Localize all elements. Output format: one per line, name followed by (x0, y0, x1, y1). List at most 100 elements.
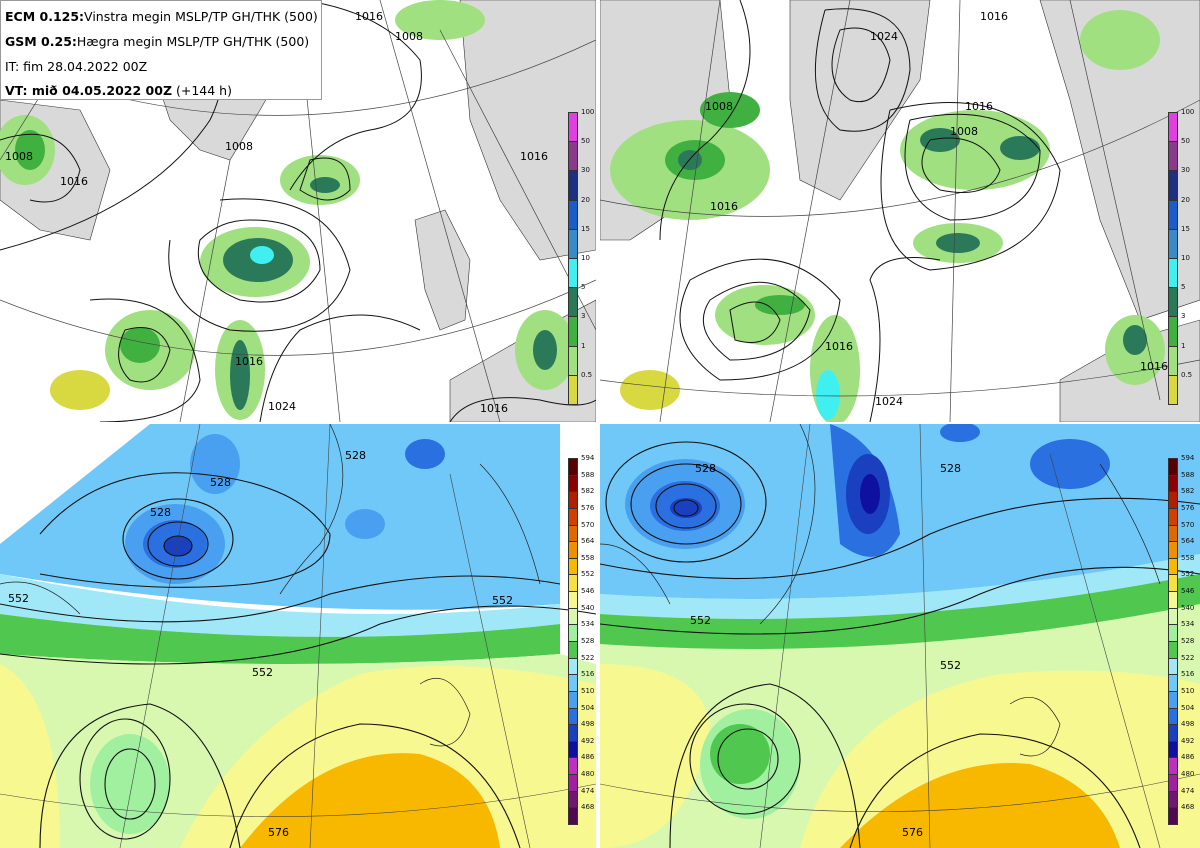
colorbar-swatch (1168, 807, 1178, 825)
colorbar-label: 588 (581, 470, 595, 479)
colorbar-label: 552 (1181, 570, 1195, 579)
precip-colorbar-right: 100 50 30 20 15 10 5 3 1 0.5 (1168, 108, 1200, 405)
height-label: 528 (150, 506, 171, 519)
colorbar-label: 582 (1181, 487, 1195, 496)
height-label: 528 (940, 462, 961, 475)
isobar-label: 1008 (705, 100, 733, 113)
colorbar-label: 492 (1181, 736, 1195, 745)
colorbar-swatch (568, 790, 578, 809)
height-label: 576 (268, 826, 289, 839)
colorbar-label: 30 (581, 166, 590, 175)
colorbar-swatch (1168, 541, 1178, 559)
isobar-label: 1008 (395, 30, 423, 43)
isobar-label: 1024 (268, 400, 296, 413)
coastlines (600, 424, 1161, 757)
colorbar-swatch (568, 287, 578, 318)
colorbar-swatch (568, 374, 578, 405)
colorbar-swatch (1168, 557, 1178, 576)
colorbar-label: 558 (1181, 553, 1195, 562)
colorbar-swatch (568, 740, 578, 759)
colorbar-swatch (568, 657, 578, 676)
isobar-label: 1016 (980, 10, 1008, 23)
colorbar-swatch (568, 707, 578, 726)
colorbar-swatch (1168, 757, 1178, 776)
isobars (659, 0, 1061, 422)
colorbar-swatch (1168, 707, 1178, 726)
colorbar-label: 468 (581, 803, 595, 812)
colorbar-swatch (1168, 491, 1178, 509)
colorbar-swatch (568, 474, 578, 493)
colorbar-swatch (568, 491, 578, 509)
isobar-label: 1024 (870, 30, 898, 43)
colorbar-label: 576 (581, 503, 595, 512)
info-line-it: IT: fim 28.04.2022 00Z (5, 59, 148, 74)
colorbar-swatch (1168, 316, 1178, 347)
colorbar-label: 15 (581, 224, 590, 233)
info-line-vt: VT: mið 04.05.2022 00Z (+144 h) (5, 83, 232, 98)
colorbar-label: 20 (1181, 195, 1190, 204)
colorbar-swatch (1168, 657, 1178, 676)
colorbar-swatch (1168, 170, 1178, 201)
height-label: 552 (940, 659, 961, 672)
isobar-label: 1008 (5, 150, 33, 163)
colorbar-swatch (568, 170, 578, 201)
colorbar-label: 522 (581, 653, 595, 662)
precip-areas (610, 10, 1165, 422)
colorbar-swatch (568, 807, 578, 825)
colorbar-swatch (1168, 287, 1178, 318)
height-contours (0, 472, 596, 848)
colorbar-label: 474 (581, 786, 595, 795)
colorbar-swatch (568, 607, 578, 626)
colorbar-label: 1 (581, 341, 586, 350)
colorbar-label: 504 (581, 703, 595, 712)
colorbar-label: 100 (1181, 108, 1195, 116)
colorbar-swatch (1168, 574, 1178, 593)
colorbar-label: 0.5 (581, 370, 593, 379)
colorbar-swatch (1168, 740, 1178, 759)
colorbar-swatch (1168, 141, 1178, 172)
colorbar-label: 1 (1181, 341, 1186, 350)
colorbar-label: 468 (1181, 803, 1195, 812)
colorbar-label: 10 (1181, 254, 1190, 262)
thickness-colorbar-right: 594 588 582 576 570 564 558 552 546 540 534 528 522 5… (1168, 455, 1200, 825)
colorbar-label: 30 (1181, 166, 1190, 175)
colorbar-swatch (568, 724, 578, 742)
colorbar-label: 20 (581, 195, 590, 204)
colorbar-swatch (568, 458, 578, 476)
height-label: 552 (492, 594, 513, 607)
colorbar-label: 0.5 (1181, 370, 1193, 379)
info-line-ecm: ECM 0.125:Vinstra megin MSLP/TP GH/THK (… (5, 9, 318, 24)
colorbar-swatch (568, 345, 578, 376)
colorbar-swatch (1168, 258, 1178, 289)
height-contours (600, 441, 1200, 848)
colorbar-swatch (568, 774, 578, 792)
colorbar-label: 486 (581, 753, 595, 762)
colorbar-label: 498 (581, 720, 595, 729)
colorbar-swatch (1168, 607, 1178, 626)
isobar-label: 1016 (480, 402, 508, 415)
colorbar-label: 516 (581, 670, 595, 679)
height-label: 576 (902, 826, 923, 839)
colorbar-label: 498 (1181, 720, 1195, 729)
colorbar-swatch (568, 228, 578, 259)
colorbar-label: 10 (581, 254, 590, 262)
colorbar-swatch (568, 641, 578, 659)
colorbar-label: 492 (581, 736, 595, 745)
colorbar-label: 15 (1181, 224, 1190, 233)
isobar-label: 1016 (235, 355, 263, 368)
colorbar-swatch (1168, 112, 1178, 143)
colorbar-swatch (568, 141, 578, 172)
isobar-label: 1016 (355, 10, 383, 23)
colorbar-label: 100 (581, 108, 595, 116)
colorbar-label: 558 (581, 553, 595, 562)
colorbar-label: 50 (1181, 137, 1190, 146)
colorbar-swatch (1168, 507, 1178, 526)
colorbar-swatch (568, 541, 578, 559)
gsm-gh-thickness-map: 528 528 552 552 576 (600, 424, 1200, 848)
colorbar-label: 3 (581, 312, 586, 321)
colorbar-swatch (1168, 524, 1178, 543)
colorbar-swatch (1168, 641, 1178, 659)
colorbar-swatch (1168, 199, 1178, 230)
colorbar-swatch (568, 574, 578, 593)
colorbar-label: 5 (1181, 283, 1186, 292)
